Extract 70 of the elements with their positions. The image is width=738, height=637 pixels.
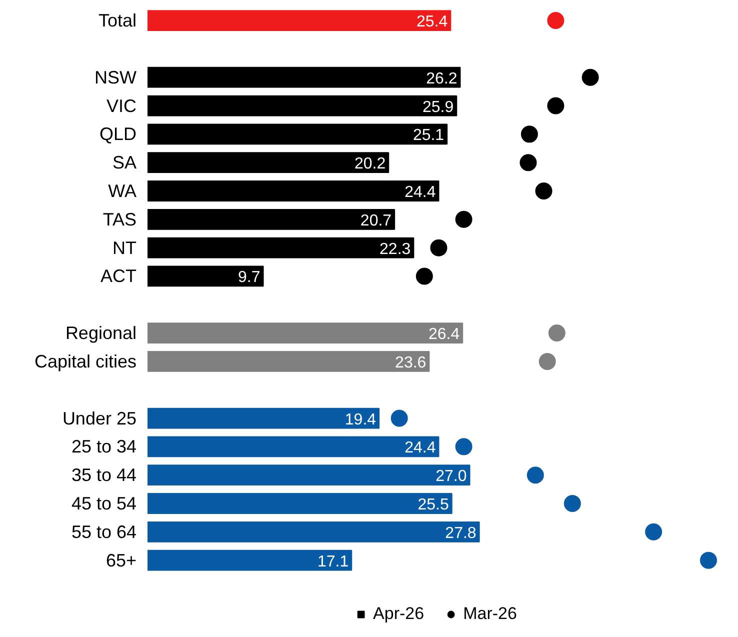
bar	[148, 351, 430, 372]
data-label: 24.4	[404, 184, 436, 201]
bar	[148, 493, 452, 514]
bar	[148, 10, 452, 31]
point	[455, 438, 472, 456]
data-label: 20.2	[354, 156, 386, 173]
point	[455, 210, 472, 228]
y-tick-label: Regional	[65, 323, 137, 344]
point	[526, 466, 544, 484]
bar	[148, 408, 380, 429]
point	[390, 410, 408, 427]
y-tick-label: 45 to 54	[71, 494, 137, 514]
data-label: 25.5	[418, 496, 449, 514]
y-tick-label: 25 to 34	[71, 436, 137, 457]
bar	[148, 124, 448, 145]
data-label: 26.2	[426, 70, 458, 88]
data-label: 19.4	[344, 411, 376, 428]
point	[700, 552, 717, 569]
y-tick-label: Total	[98, 10, 137, 31]
data-label: 24.4	[404, 440, 436, 457]
y-tick-label: 65+	[106, 550, 137, 570]
point	[547, 12, 564, 30]
point	[416, 268, 433, 285]
y-tick-label: VIC	[106, 96, 137, 116]
data-label: 25.4	[416, 14, 448, 31]
point	[547, 97, 564, 114]
data-label: 17.1	[317, 553, 349, 570]
y-tick-label: QLD	[99, 124, 137, 144]
bar	[148, 550, 352, 571]
y-tick-label: NSW	[94, 67, 137, 88]
point	[645, 523, 662, 540]
point	[430, 239, 448, 256]
data-label: 27.0	[436, 468, 467, 486]
y-tick-label: WA	[108, 181, 136, 201]
y-tick-label: 55 to 64	[71, 522, 137, 542]
y-tick-label: NT	[112, 238, 137, 258]
data-label: 9.7	[238, 269, 260, 286]
bar	[148, 66, 461, 88]
point	[538, 352, 556, 370]
point	[520, 126, 538, 143]
bar	[148, 436, 440, 458]
data-label: 27.8	[445, 524, 476, 542]
y-tick-label: TAS	[102, 209, 136, 230]
data-label: 23.6	[395, 354, 426, 372]
bar	[148, 152, 390, 174]
data-label: 25.1	[412, 127, 444, 144]
y-tick-label: Capital cities	[34, 351, 137, 372]
legend-label: Apr-26	[373, 604, 424, 624]
bar	[148, 464, 470, 486]
point	[535, 182, 552, 200]
bar	[148, 180, 440, 202]
bar	[148, 322, 464, 344]
y-tick-label: SA	[112, 152, 137, 173]
bar	[148, 237, 414, 258]
y-tick-label: Under 25	[62, 408, 137, 428]
point	[564, 495, 581, 512]
bar	[148, 95, 458, 116]
bar	[148, 266, 264, 287]
legend-label: Mar-26	[463, 604, 517, 624]
bar	[148, 208, 396, 230]
data-label: 20.7	[360, 212, 392, 230]
point	[582, 68, 599, 86]
point	[548, 324, 566, 342]
y-tick-label: 35 to 44	[71, 465, 137, 486]
data-label: 25.9	[422, 98, 454, 116]
point	[520, 154, 537, 172]
bar	[148, 521, 480, 542]
data-label: 22.3	[380, 240, 411, 258]
y-tick-label: ACT	[100, 266, 137, 286]
data-label: 26.4	[428, 326, 460, 344]
